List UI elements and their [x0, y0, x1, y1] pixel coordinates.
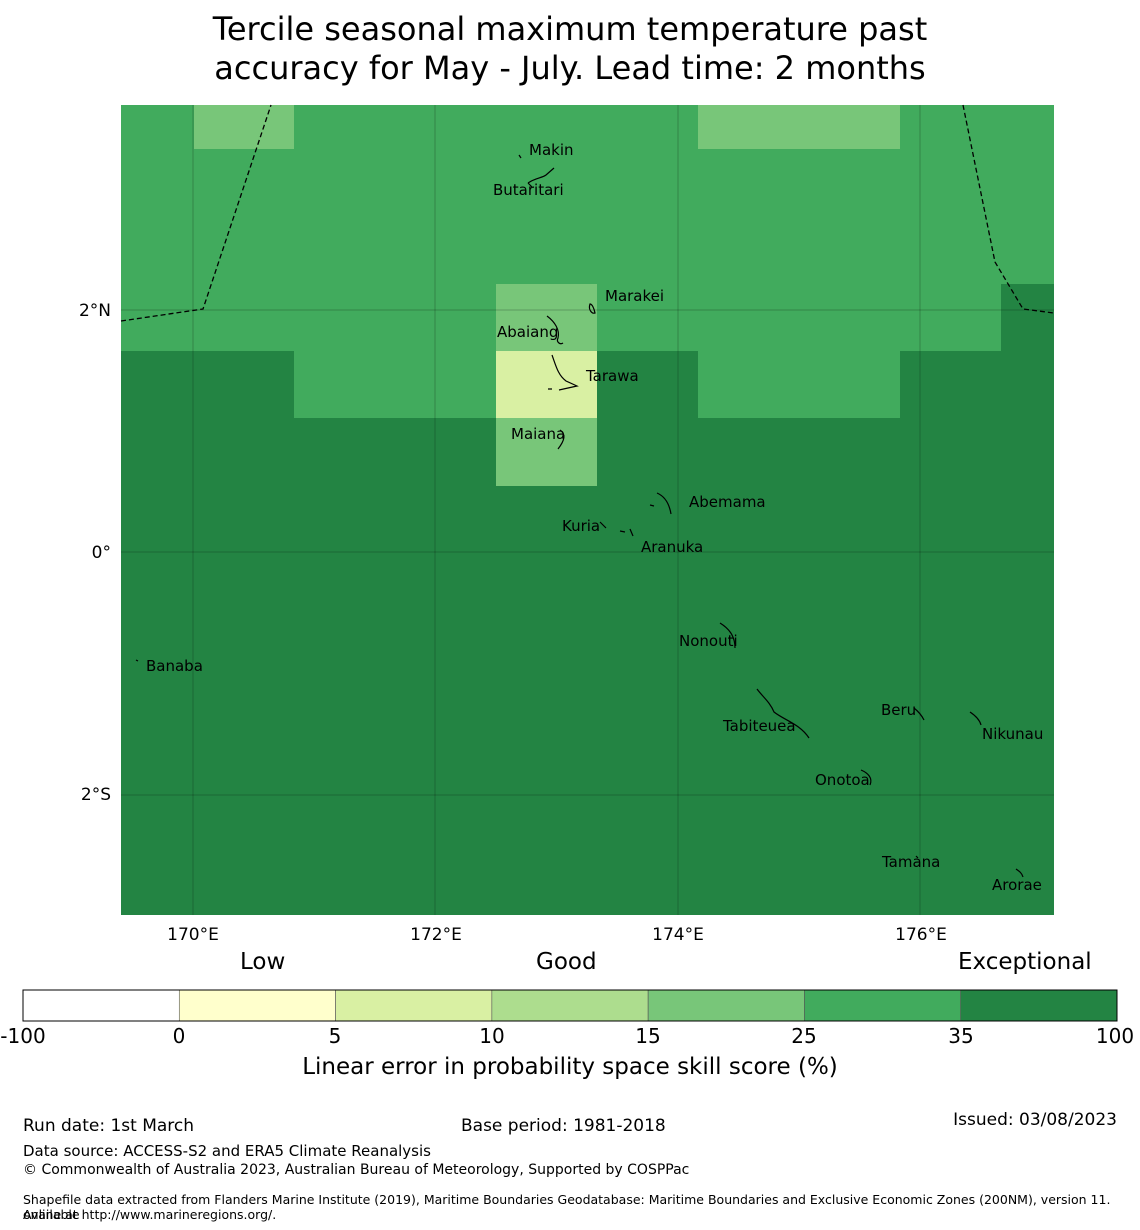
island-kuria: [599, 521, 634, 537]
gridlines: [121, 105, 1054, 915]
place-label: Banaba: [146, 657, 203, 675]
colorbar-border: [22, 989, 1118, 1022]
lon-tick-label: 174°E: [652, 925, 704, 945]
grid-cell: [1001, 105, 1054, 284]
lat-tick-labels: 2°N 0° 2°S: [79, 301, 111, 805]
place-label: Maiana: [511, 425, 565, 443]
place-label: Kuria: [562, 517, 600, 535]
place-label: Onotoa: [815, 771, 870, 789]
colorbar-segment: [335, 989, 493, 1022]
place-label: Abemama: [689, 493, 766, 511]
base-period: Base period: 1981-2018: [461, 1116, 666, 1136]
lon-tick-labels: 170°E 172°E 174°E 176°E: [167, 925, 947, 945]
island-outlines: [135, 154, 1024, 878]
grid-cell: [496, 418, 597, 486]
colorbar: [22, 989, 1118, 1022]
copyright: © Commonwealth of Australia 2023, Austra…: [23, 1162, 690, 1178]
colorbar-tick: -100: [0, 1024, 46, 1048]
island-banaba: [135, 659, 139, 662]
island-butaritari: [527, 167, 555, 188]
lat-tick-label: 0°: [92, 543, 111, 563]
place-label: Butaritari: [493, 181, 564, 199]
grid-cell: [698, 351, 900, 418]
island-abaiang: [546, 315, 564, 345]
island-maiana: [557, 429, 565, 450]
colorbar-label: Linear error in probability space skill …: [302, 1054, 838, 1080]
island-arorae: [1015, 868, 1024, 878]
colorbar-segment: [804, 989, 962, 1022]
colorbar-category-good: Good: [536, 949, 597, 975]
lon-tick-label: 172°E: [410, 925, 462, 945]
colorbar-tick: 100: [1095, 1024, 1135, 1048]
grid-cell: [194, 105, 294, 149]
island-abemama: [649, 492, 672, 515]
title-line-2: accuracy for May - July. Lead time: 2 mo…: [214, 49, 926, 87]
colorbar-tick: 35: [948, 1024, 974, 1048]
place-label: Nonouti: [679, 632, 738, 650]
colorbar-segment: [22, 989, 180, 1022]
data-source: Data source: ACCESS-S2 and ERA5 Climate …: [23, 1142, 431, 1160]
lon-tick-label: 176°E: [895, 925, 947, 945]
place-label: Tabiteuea: [722, 717, 796, 735]
island-makin: [518, 154, 522, 159]
island-marakei: [588, 303, 596, 314]
place-label: Marakei: [605, 287, 664, 305]
island-nikunau: [969, 711, 982, 726]
eez-boundary: [120, 104, 1055, 322]
skill-grid: [121, 105, 1054, 915]
colorbar-tick: 10: [479, 1024, 505, 1048]
grid-cell: [698, 105, 900, 149]
island-onotoa: [860, 769, 872, 786]
island-tarawa: [548, 354, 579, 391]
lat-tick-label: 2°N: [79, 301, 111, 321]
island-beru: [913, 707, 925, 721]
island-tabiteuea: [756, 688, 810, 739]
island-tamana: [915, 855, 919, 859]
colorbar-segment: [178, 989, 336, 1022]
shapefile-credit-line-1: Shapefile data extracted from Flanders M…: [23, 1192, 1111, 1222]
island-nonouti: [719, 622, 736, 649]
run-date: Run date: 1st March: [23, 1116, 195, 1136]
place-label: Makin: [529, 141, 574, 159]
colorbar-segment: [647, 989, 805, 1022]
colorbar-tick: 0: [172, 1024, 186, 1048]
place-labels: Makin Butaritari Marakei Abaiang Tarawa …: [146, 141, 1043, 894]
lon-tick-label: 170°E: [167, 925, 219, 945]
colorbar-tick: 25: [791, 1024, 817, 1048]
colorbar-tick: 5: [328, 1024, 342, 1048]
grid-cell: [294, 351, 496, 418]
map-title: Tercile seasonal maximum temperature pas…: [0, 10, 1140, 88]
place-label: Abaiang: [497, 323, 558, 341]
colorbar-category-low: Low: [240, 949, 286, 975]
colorbar-tick: 15: [635, 1024, 661, 1048]
title-line-1: Tercile seasonal maximum temperature pas…: [212, 10, 928, 48]
colorbar-category-exceptional: Exceptional: [958, 949, 1092, 975]
lat-tick-label: 2°S: [81, 785, 111, 805]
grid-cell: [496, 351, 597, 418]
colorbar-segment: [491, 989, 649, 1022]
shapefile-credit-line-2: online at http://www.marineregions.org/.: [23, 1207, 277, 1222]
place-label: Aranuka: [641, 538, 703, 556]
place-label: Beru: [881, 701, 916, 719]
grid-cell: [496, 284, 597, 351]
colorbar-segment: [960, 989, 1118, 1022]
place-label: Tamana: [881, 853, 940, 871]
place-label: Arorae: [992, 876, 1042, 894]
place-label: Nikunau: [982, 725, 1043, 743]
issued-date: Issued: 03/08/2023: [953, 1110, 1117, 1130]
place-label: Tarawa: [585, 367, 639, 385]
